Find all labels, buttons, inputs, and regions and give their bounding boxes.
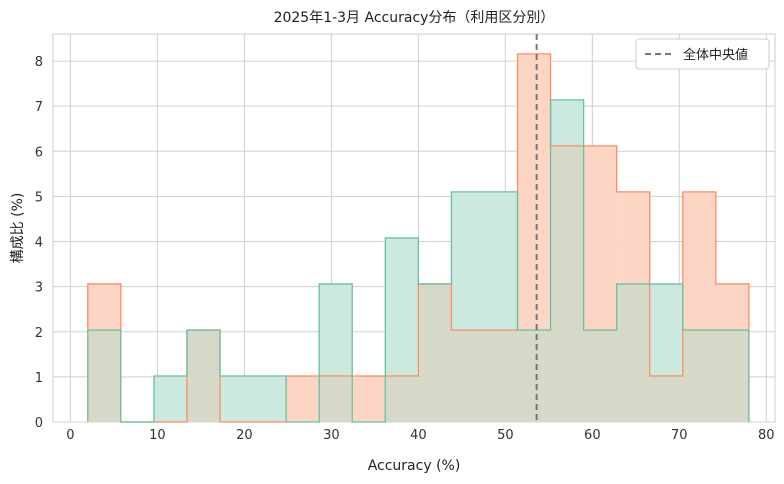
x-tick-labels: 0 10 20 30 40 50 60 70 80	[66, 428, 774, 443]
y-tick-label: 6	[35, 145, 43, 160]
y-tick-label: 4	[35, 236, 43, 251]
bar-overlap	[715, 329, 749, 422]
bar-series-1	[286, 375, 320, 422]
x-tick-label: 10	[149, 428, 166, 443]
bar-overlap	[385, 375, 419, 422]
histogram-bars	[87, 53, 749, 423]
legend-box	[635, 38, 770, 70]
bar-overlap	[484, 329, 518, 422]
x-tick-label: 0	[66, 428, 74, 443]
bar-overlap	[517, 329, 551, 422]
bar-overlap	[319, 375, 353, 422]
x-tick-label: 40	[410, 428, 427, 443]
y-tick-label: 2	[35, 326, 43, 341]
step-outline-series-2	[87, 99, 750, 423]
histogram-edges	[87, 53, 750, 423]
bar-overlap	[87, 329, 121, 422]
x-axis-label: Accuracy (%)	[368, 458, 461, 474]
legend: 全体中央値	[635, 38, 770, 70]
bar-overlap	[682, 329, 716, 422]
bar-overlap	[451, 329, 485, 422]
y-axis-label: 構成比 (%)	[10, 193, 26, 264]
y-tick-label: 8	[35, 55, 43, 70]
bar-overlap	[649, 375, 683, 422]
bar-overlap	[550, 145, 584, 422]
bar-series-2	[253, 375, 287, 422]
bar-series-1	[352, 375, 386, 422]
y-tick-label: 1	[35, 371, 43, 386]
bar-overlap	[186, 329, 221, 422]
y-tick-label: 7	[35, 100, 43, 115]
x-tick-label: 60	[584, 428, 601, 443]
bar-overlap	[616, 283, 650, 422]
bar-overlap	[583, 329, 617, 422]
legend-median-label: 全体中央値	[683, 47, 748, 63]
x-tick-label: 80	[758, 428, 775, 443]
chart-title: 2025年1-3月 Accuracy分布（利用区分別）	[274, 10, 555, 26]
y-tick-labels: 0 1 2 3 4 5 6 7 8	[35, 55, 43, 431]
bar-series-2	[153, 375, 187, 422]
x-tick-label: 70	[671, 428, 688, 443]
x-tick-label: 50	[497, 428, 514, 443]
x-tick-label: 20	[236, 428, 253, 443]
y-tick-label: 0	[35, 416, 43, 431]
y-tick-label: 5	[35, 190, 43, 205]
bar-overlap	[418, 283, 452, 422]
x-tick-label: 30	[323, 428, 340, 443]
bar-series-2	[220, 375, 254, 422]
y-tick-label: 3	[35, 281, 43, 296]
